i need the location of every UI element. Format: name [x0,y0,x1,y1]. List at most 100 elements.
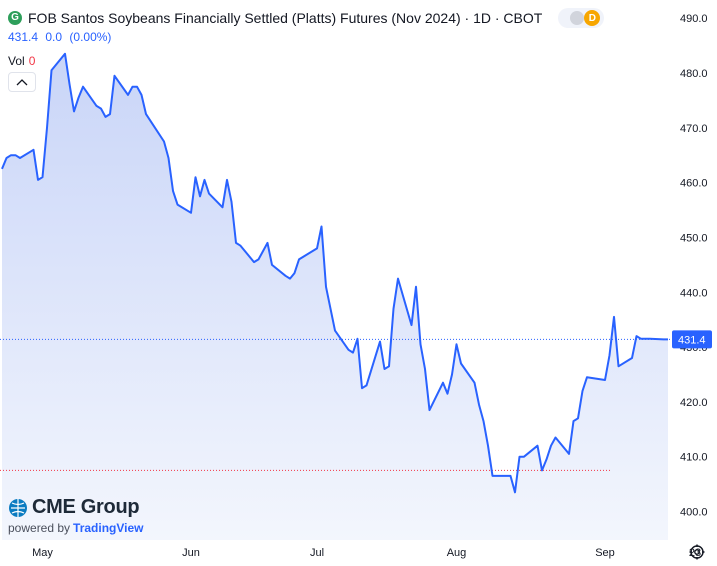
price-point-2024-05-29 [167,157,169,159]
last-price-label: 431.4 [678,334,706,346]
price-point-2024-06-20 [266,242,268,244]
chart-legend: G FOB Santos Soybeans Financially Settle… [8,8,605,92]
price-point-2024-09-17 [667,338,669,340]
price-point-2024-05-16 [109,113,111,115]
price-point-2024-06-21 [271,264,273,266]
price-point-2024-07-25 [424,368,426,370]
price-point-2024-07-02 [320,225,322,227]
price-point-2024-05-02 [46,127,48,129]
price-point-2024-07-15 [379,340,381,342]
price-point-2024-07-31 [451,373,453,375]
price-point-2024-04-29 [32,149,34,151]
price-point-2024-08-14 [514,491,516,493]
price-point-2024-08-09 [491,475,493,477]
price-point-2024-05-15 [104,116,106,118]
y-tick-450: 450.0 [680,232,708,244]
x-tick-Sep: Sep [595,547,615,559]
price-point-2024-07-23 [415,286,417,288]
price-point-2024-09-05 [613,316,615,318]
cme-logo-text: CME Group [32,496,140,518]
price-summary: 431.4 0.0 (0.00%) [8,30,604,44]
price-point-2024-06-06 [203,179,205,181]
price-point-2024-08-28 [577,417,579,419]
price-point-2024-09-12 [644,338,646,340]
last-price: 431.4 [8,30,39,44]
price-point-2024-05-14 [100,107,102,109]
y-tick-410: 410.0 [680,452,708,464]
symbol-title[interactable]: FOB Santos Soybeans Financially Settled … [28,10,543,26]
price-point-2024-06-25 [289,277,291,279]
y-tick-440: 440.0 [680,287,708,299]
last-price-label-box [672,330,712,349]
y-tick-400: 400.0 [680,507,708,519]
price-point-2024-08-30 [586,376,588,378]
x-tick-Aug: Aug [447,547,467,559]
tradingview-label: TradingView [73,521,144,535]
price-point-2024-05-09 [77,97,79,99]
price-point-2024-09-13 [649,338,651,340]
price-point-2024-05-31 [176,203,178,205]
price-point-2024-06-03 [190,212,192,214]
price-point-2024-08-13 [509,475,511,477]
price-point-2024-05-24 [145,113,147,115]
price-point-2024-09-11 [640,338,642,340]
y-tick-420: 420.0 [680,397,708,409]
price-area [2,53,668,541]
price-point-2024-09-09 [631,357,633,359]
price-point-2024-08-02 [460,362,462,364]
price-point-2024-08-23 [554,436,556,438]
price-point-2024-04-25 [14,154,16,156]
price-point-2024-09-10 [635,335,637,337]
powered-by-label: powered by [8,521,71,535]
price-point-2024-05-23 [140,94,142,96]
price-point-2024-07-19 [397,277,399,279]
price-point-2024-06-24 [284,275,286,277]
price-point-2024-06-12 [230,201,232,203]
price-point-2024-05-28 [163,140,165,142]
gear-icon[interactable] [688,543,706,561]
y-tick-460: 460.0 [680,178,708,190]
price-change-percent: (0.00%) [69,30,112,44]
volume-label: Vol [8,54,25,68]
price-point-2024-06-14 [239,245,241,247]
price-point-2024-05-30 [172,190,174,192]
price-point-2024-08-07 [482,420,484,422]
price-point-2024-05-20 [127,94,129,96]
price-point-2024-04-24 [10,154,12,156]
price-point-2024-08-08 [487,445,489,447]
price-point-2024-08-15 [518,456,520,458]
price-point-2024-07-05 [334,329,336,331]
price-point-2024-08-05 [473,382,475,384]
price-point-2024-09-03 [604,379,606,381]
x-tick-Jul: Jul [310,547,324,559]
price-point-2024-06-04 [194,176,196,178]
price-point-2024-06-11 [226,179,228,181]
price-point-2024-05-13 [95,105,97,107]
price-point-2024-06-27 [298,258,300,260]
price-point-2024-08-12 [505,475,507,477]
price-point-2024-07-26 [428,409,430,411]
status-badges[interactable]: D [558,8,605,28]
price-point-2024-08-27 [572,420,574,422]
price-point-2024-06-13 [235,242,237,244]
collapse-legend-button[interactable] [8,72,36,92]
volume-value: 0 [28,54,36,68]
price-point-2024-04-26 [19,157,21,159]
price-point-2024-08-16 [523,456,525,458]
price-point-2024-07-30 [446,393,448,395]
price-point-2024-08-22 [550,445,552,447]
price-point-2024-08-21 [545,458,547,460]
green-circle-icon: G [8,11,22,25]
price-point-2024-04-22 [1,168,3,170]
price-point-2024-07-24 [419,343,421,345]
price-series-line [1,52,668,494]
price-point-2024-09-04 [608,354,610,356]
price-point-2024-07-12 [365,384,367,386]
price-point-2024-08-19 [536,445,538,447]
y-tick-490: 490.0 [680,13,708,25]
cme-globe-icon [9,498,27,517]
price-point-2024-06-05 [199,195,201,197]
y-tick-480: 480.0 [680,68,708,80]
branding[interactable]: CME Group powered by TradingView [8,496,144,535]
